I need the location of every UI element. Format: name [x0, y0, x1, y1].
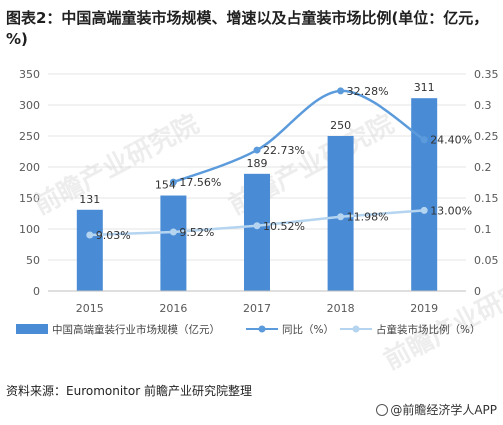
share-point: [420, 206, 428, 214]
legend-label-share: 占童装市场比例（%）: [376, 323, 480, 336]
y-right-tick-label: 0.35: [474, 68, 499, 81]
legend-label-market-size: 中国高端童装行业市场规模（亿元）: [52, 323, 220, 336]
share-point: [169, 228, 177, 236]
share-point: [86, 231, 94, 239]
y-left-tick-label: 50: [26, 254, 40, 267]
brand-logo-icon: [376, 404, 389, 416]
brand-credit: @前瞻经济学人APP: [376, 401, 497, 418]
source-note: 资料来源：Euromonitor 前瞻产业研究院整理: [6, 384, 252, 398]
x-tick-label: 2019: [410, 302, 438, 315]
bar-data-label: 311: [414, 81, 435, 94]
bar-data-label: 250: [330, 119, 351, 132]
y-left-tick-label: 0: [33, 285, 40, 298]
y-right-tick-label: 0.05: [474, 254, 499, 267]
x-tick-label: 2016: [159, 302, 187, 315]
y-left-tick-label: 300: [19, 99, 40, 112]
legend-bar-swatch: [16, 324, 48, 334]
y-right-tick-label: 0: [474, 285, 481, 298]
share-data-label: 11.98%: [347, 211, 389, 224]
bar: [411, 98, 438, 292]
legend-growth-marker: [258, 325, 266, 333]
y-left-tick-label: 200: [19, 161, 40, 174]
growth-point: [420, 136, 428, 144]
bar-data-label: 189: [247, 157, 268, 170]
growth-data-label: 24.40%: [430, 134, 472, 147]
share-data-label: 13.00%: [430, 204, 472, 217]
bar-data-label: 131: [79, 193, 100, 206]
brand-text: @前瞻经济学人APP: [390, 403, 497, 417]
legend-share-marker: [352, 325, 360, 333]
growth-point: [337, 87, 345, 95]
x-tick-label: 2015: [76, 302, 104, 315]
watermark-text: 前瞻产业研究院: [379, 263, 503, 376]
chart-title: 图表2：中国高端童装市场规模、增速以及占童装市场比例(单位：亿元，%): [6, 9, 489, 48]
y-left-tick-label: 350: [19, 68, 40, 81]
y-left-tick-label: 150: [19, 192, 40, 205]
growth-data-label: 32.28%: [347, 85, 389, 98]
share-data-label: 9.03%: [96, 229, 131, 242]
y-left-tick-label: 250: [19, 130, 40, 143]
bar: [160, 195, 187, 291]
bar-data-label: 154: [155, 179, 176, 192]
share-point: [337, 213, 345, 221]
x-tick-label: 2018: [327, 302, 355, 315]
share-point: [253, 222, 261, 230]
y-right-tick-label: 0.15: [474, 192, 499, 205]
y-right-tick-label: 0.25: [474, 130, 499, 143]
y-right-tick-label: 0.2: [474, 161, 492, 174]
growth-point: [253, 146, 261, 154]
share-data-label: 10.52%: [263, 220, 305, 233]
y-right-tick-label: 0.3: [474, 99, 492, 112]
share-data-label: 9.52%: [179, 226, 214, 239]
growth-data-label: 17.56%: [179, 176, 221, 189]
growth-line: [172, 89, 425, 184]
growth-point: [169, 178, 177, 186]
bar: [244, 173, 270, 291]
y-left-tick-label: 100: [19, 223, 40, 236]
growth-data-label: 22.73%: [263, 144, 305, 157]
y-right-tick-label: 0.1: [474, 223, 492, 236]
legend-label-growth: 同比（%）: [282, 323, 334, 336]
x-tick-label: 2017: [243, 302, 271, 315]
bar: [76, 209, 103, 291]
